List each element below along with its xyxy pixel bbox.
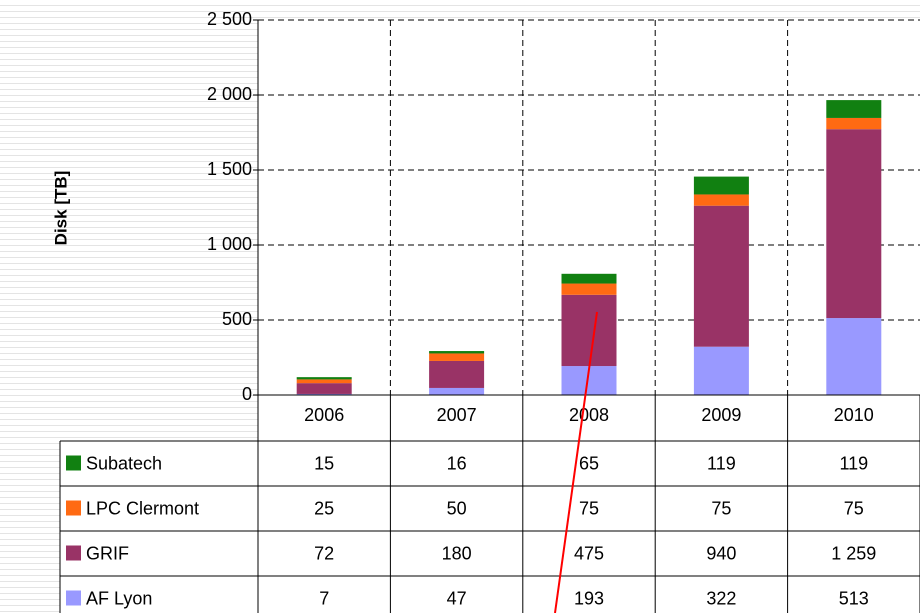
bar-segment (561, 273, 617, 284)
y-tick-label: 2 000 (207, 84, 252, 104)
table-value: 193 (574, 588, 604, 608)
bar-segment (693, 176, 749, 195)
legend-swatch (66, 545, 81, 561)
table-value: 475 (574, 543, 604, 563)
table-value: 65 (579, 453, 599, 473)
bar-segment (296, 393, 352, 395)
bar-segment (826, 117, 882, 130)
table-value: 75 (844, 498, 864, 518)
y-axis-label: Disk [TB] (51, 171, 70, 246)
table-bg (258, 395, 920, 613)
y-tick-label: 0 (242, 384, 252, 404)
x-tick-label: 2007 (437, 405, 477, 425)
table-value: 119 (707, 453, 736, 473)
bar-segment (826, 318, 882, 395)
table-value: 15 (314, 453, 334, 473)
table-value: 25 (314, 498, 334, 518)
bar-segment (296, 377, 352, 380)
x-tick-label: 2010 (834, 405, 874, 425)
legend-swatch (66, 590, 81, 606)
bar-segment (693, 346, 749, 395)
bar-segment (561, 283, 617, 295)
bar-segment (429, 351, 485, 354)
y-tick-label: 1 000 (207, 234, 252, 254)
table-value: 1 259 (831, 543, 876, 563)
bar-segment (561, 294, 617, 367)
table-value: 47 (447, 588, 467, 608)
table-value: 75 (579, 498, 599, 518)
legend-label: Subatech (86, 453, 162, 473)
bar-segment (693, 194, 749, 206)
legend-swatch (66, 500, 81, 516)
bar-segment (429, 387, 485, 395)
table-value: 75 (711, 498, 731, 518)
legend-label: LPC Clermont (86, 498, 199, 518)
x-tick-label: 2006 (304, 405, 344, 425)
table-value: 322 (706, 588, 736, 608)
table-value: 513 (839, 588, 869, 608)
legend-label: GRIF (86, 543, 129, 563)
bar-segment (693, 205, 749, 347)
annotation-line (554, 311, 598, 613)
bar-segment (296, 379, 352, 384)
table-value: 119 (839, 453, 868, 473)
y-tick-label: 500 (222, 309, 252, 329)
table-value: 940 (706, 543, 736, 563)
table-label-bg (60, 441, 258, 613)
table-value: 7 (319, 588, 329, 608)
bar-segment (826, 129, 882, 319)
bar-segment (826, 100, 882, 118)
y-tick-label: 1 500 (207, 159, 252, 179)
table-value: 50 (447, 498, 467, 518)
x-tick-label: 2009 (701, 405, 741, 425)
legend-label: AF Lyon (86, 588, 152, 608)
bar-segment (429, 360, 485, 388)
table-value: 72 (314, 543, 334, 563)
y-tick-label: 2 500 (207, 9, 252, 29)
bar-segment (296, 383, 352, 394)
table-value: 16 (447, 453, 467, 473)
table-value: 180 (442, 543, 472, 563)
legend-swatch (66, 455, 81, 471)
x-tick-label: 2008 (569, 405, 609, 425)
bar-segment (429, 353, 485, 361)
